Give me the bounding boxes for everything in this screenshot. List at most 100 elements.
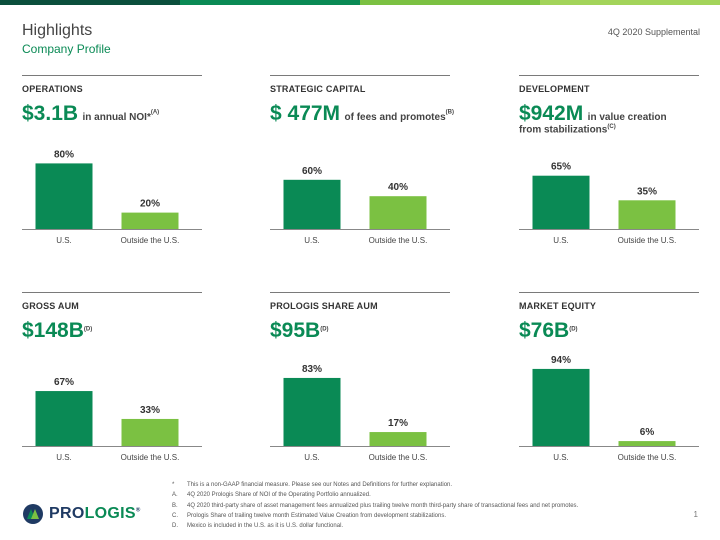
panel-metric: $95B(D) [270, 319, 455, 343]
panel-prologis-share-aum: PROLOGIS SHARE AUM $95B(D) 83% U.S. 17% Out… [270, 292, 450, 472]
category-label: Outside the U.S. [121, 453, 180, 462]
footnote-row: C. Prologis Share of trailing twelve mont… [172, 512, 447, 519]
metric-value: $ 477M [270, 102, 341, 125]
panel-divider [22, 75, 202, 76]
bar-chart-svg: 80% U.S. 20% Outside the U.S. [22, 149, 202, 245]
metric-description: in value creation [587, 112, 667, 123]
panel-divider [270, 292, 450, 293]
footnote-row: A. 4Q 2020 Prologis Share of NOI of the O… [172, 492, 371, 499]
metric-description: in annual NOI* [82, 112, 151, 123]
metric-description-line2: from stabilizations [519, 124, 608, 136]
metric-value: $76B [519, 319, 570, 342]
bar-outside-us [121, 418, 179, 446]
bar-chart: 94% U.S. 6% Outside the U.S. [519, 355, 699, 464]
category-label: U.S. [304, 453, 320, 462]
bar-chart: 80% U.S. 20% Outside the U.S. [22, 147, 202, 247]
footnote-ref: (D) [83, 326, 93, 333]
bar-data-label: 35% [637, 186, 657, 197]
bar-data-label: 80% [54, 149, 74, 160]
panel-development: DEVELOPMENT $942M in value creation from… [519, 75, 699, 255]
panel-strategic-capital: STRATEGIC CAPITAL $ 477M of fees and pro… [270, 75, 454, 255]
page-number: 1 [693, 510, 698, 519]
bar-outside-us [369, 196, 427, 229]
category-label: U.S. [56, 453, 72, 462]
metric-description: of fees and promotes [344, 112, 446, 123]
bar-chart: 60% U.S. 40% Outside the U.S. [270, 147, 450, 247]
panel-heading: OPERATIONS [22, 84, 83, 94]
bar-us [35, 163, 93, 229]
panel-metric: $3.1B in annual NOI*(A) [22, 102, 207, 126]
panel-heading: DEVELOPMENT [519, 84, 590, 94]
bar-chart: 65% U.S. 35% Outside the U.S. [519, 147, 699, 247]
bar-us [283, 377, 341, 446]
footnote-ref: (D) [320, 326, 329, 333]
bar-chart-svg: 67% U.S. 33% Outside the U.S. [22, 377, 202, 462]
color-bar-segment-2 [180, 0, 360, 5]
bar-data-label: 67% [54, 377, 74, 388]
footnotes: * This is a non-GAAP financial measure. P… [172, 480, 578, 531]
bar-us [283, 179, 341, 229]
footnote-row: D. Mexico is included in the U.S. as it i… [172, 523, 344, 530]
footnote-row: * This is a non-GAAP financial measure. P… [172, 482, 453, 488]
footnote-ref: (C) [607, 124, 616, 130]
color-bar-segment-3 [360, 0, 540, 5]
footnote-row: B. 4Q 2020 third-party share of asset man… [172, 502, 579, 509]
logo-wordmark: PROLOGIS® [49, 505, 141, 522]
category-label: U.S. [304, 236, 320, 245]
bar-outside-us [618, 200, 676, 229]
category-label: Outside the U.S. [369, 453, 428, 462]
bar-data-label: 60% [302, 166, 322, 177]
metric-value: $148B [22, 319, 84, 342]
footnote-ref: (D) [569, 326, 578, 333]
panel-market-equity: MARKET EQUITY $76B(D) 94% U.S. 6% Outside t… [519, 292, 699, 472]
metric-value: $942M [519, 102, 584, 125]
bar-chart-svg: 60% U.S. 40% Outside the U.S. [270, 166, 450, 245]
prologis-logo: PROLOGIS® [22, 503, 141, 525]
supplement-label: 4Q 2020 Supplemental [607, 27, 700, 37]
bar-chart-svg: 94% U.S. 6% Outside the U.S. [519, 355, 699, 462]
category-label: Outside the U.S. [618, 453, 677, 462]
panel-divider [270, 75, 450, 76]
category-label: Outside the U.S. [121, 236, 180, 245]
page-subtitle: Company Profile [22, 42, 111, 56]
bar-us [532, 175, 590, 229]
category-label: Outside the U.S. [618, 236, 677, 245]
bar-outside-us [121, 212, 179, 229]
panel-divider [22, 292, 202, 293]
bar-chart-svg: 65% U.S. 35% Outside the U.S. [519, 162, 699, 245]
panel-divider [519, 75, 699, 76]
panel-divider [519, 292, 699, 293]
color-bar-segment-4 [540, 0, 720, 5]
metric-value: $95B [270, 319, 321, 342]
panel-gross-aum: GROSS AUM $148B(D) 67% U.S. 33% Outside the… [22, 292, 202, 472]
bar-chart-svg: 83% U.S. 17% Outside the U.S. [270, 364, 450, 462]
panel-metric: $942M in value creation from stabilizati… [519, 102, 704, 135]
footnote-ref: (B) [445, 109, 454, 116]
page-title: Highlights [22, 22, 93, 39]
brand-color-bar [0, 0, 720, 5]
category-label: Outside the U.S. [369, 236, 428, 245]
panel-heading: MARKET EQUITY [519, 301, 597, 311]
bar-us [532, 368, 590, 446]
bar-data-label: 65% [551, 162, 571, 173]
bar-data-label: 94% [551, 355, 571, 366]
prologis-logo-icon [23, 504, 43, 524]
bar-chart: 67% U.S. 33% Outside the U.S. [22, 364, 202, 464]
bar-data-label: 20% [140, 199, 160, 210]
bar-outside-us [618, 441, 676, 446]
footnote-ref: (A) [150, 109, 160, 116]
bar-chart: 83% U.S. 17% Outside the U.S. [270, 364, 450, 464]
panel-heading: GROSS AUM [22, 301, 79, 311]
category-label: U.S. [553, 453, 569, 462]
panel-metric: $148B(D) [22, 319, 207, 343]
metric-value: $3.1B [22, 102, 79, 125]
category-label: U.S. [553, 236, 569, 245]
panel-operations: OPERATIONS $3.1B in annual NOI*(A) 80% U.… [22, 75, 202, 255]
panel-metric: $ 477M of fees and promotes(B) [270, 102, 455, 126]
bar-data-label: 6% [640, 427, 655, 438]
color-bar-segment-1 [0, 0, 180, 5]
panel-metric: $76B(D) [519, 319, 704, 343]
bar-data-label: 83% [302, 364, 322, 375]
bar-data-label: 33% [140, 405, 160, 416]
bar-data-label: 17% [388, 418, 408, 429]
